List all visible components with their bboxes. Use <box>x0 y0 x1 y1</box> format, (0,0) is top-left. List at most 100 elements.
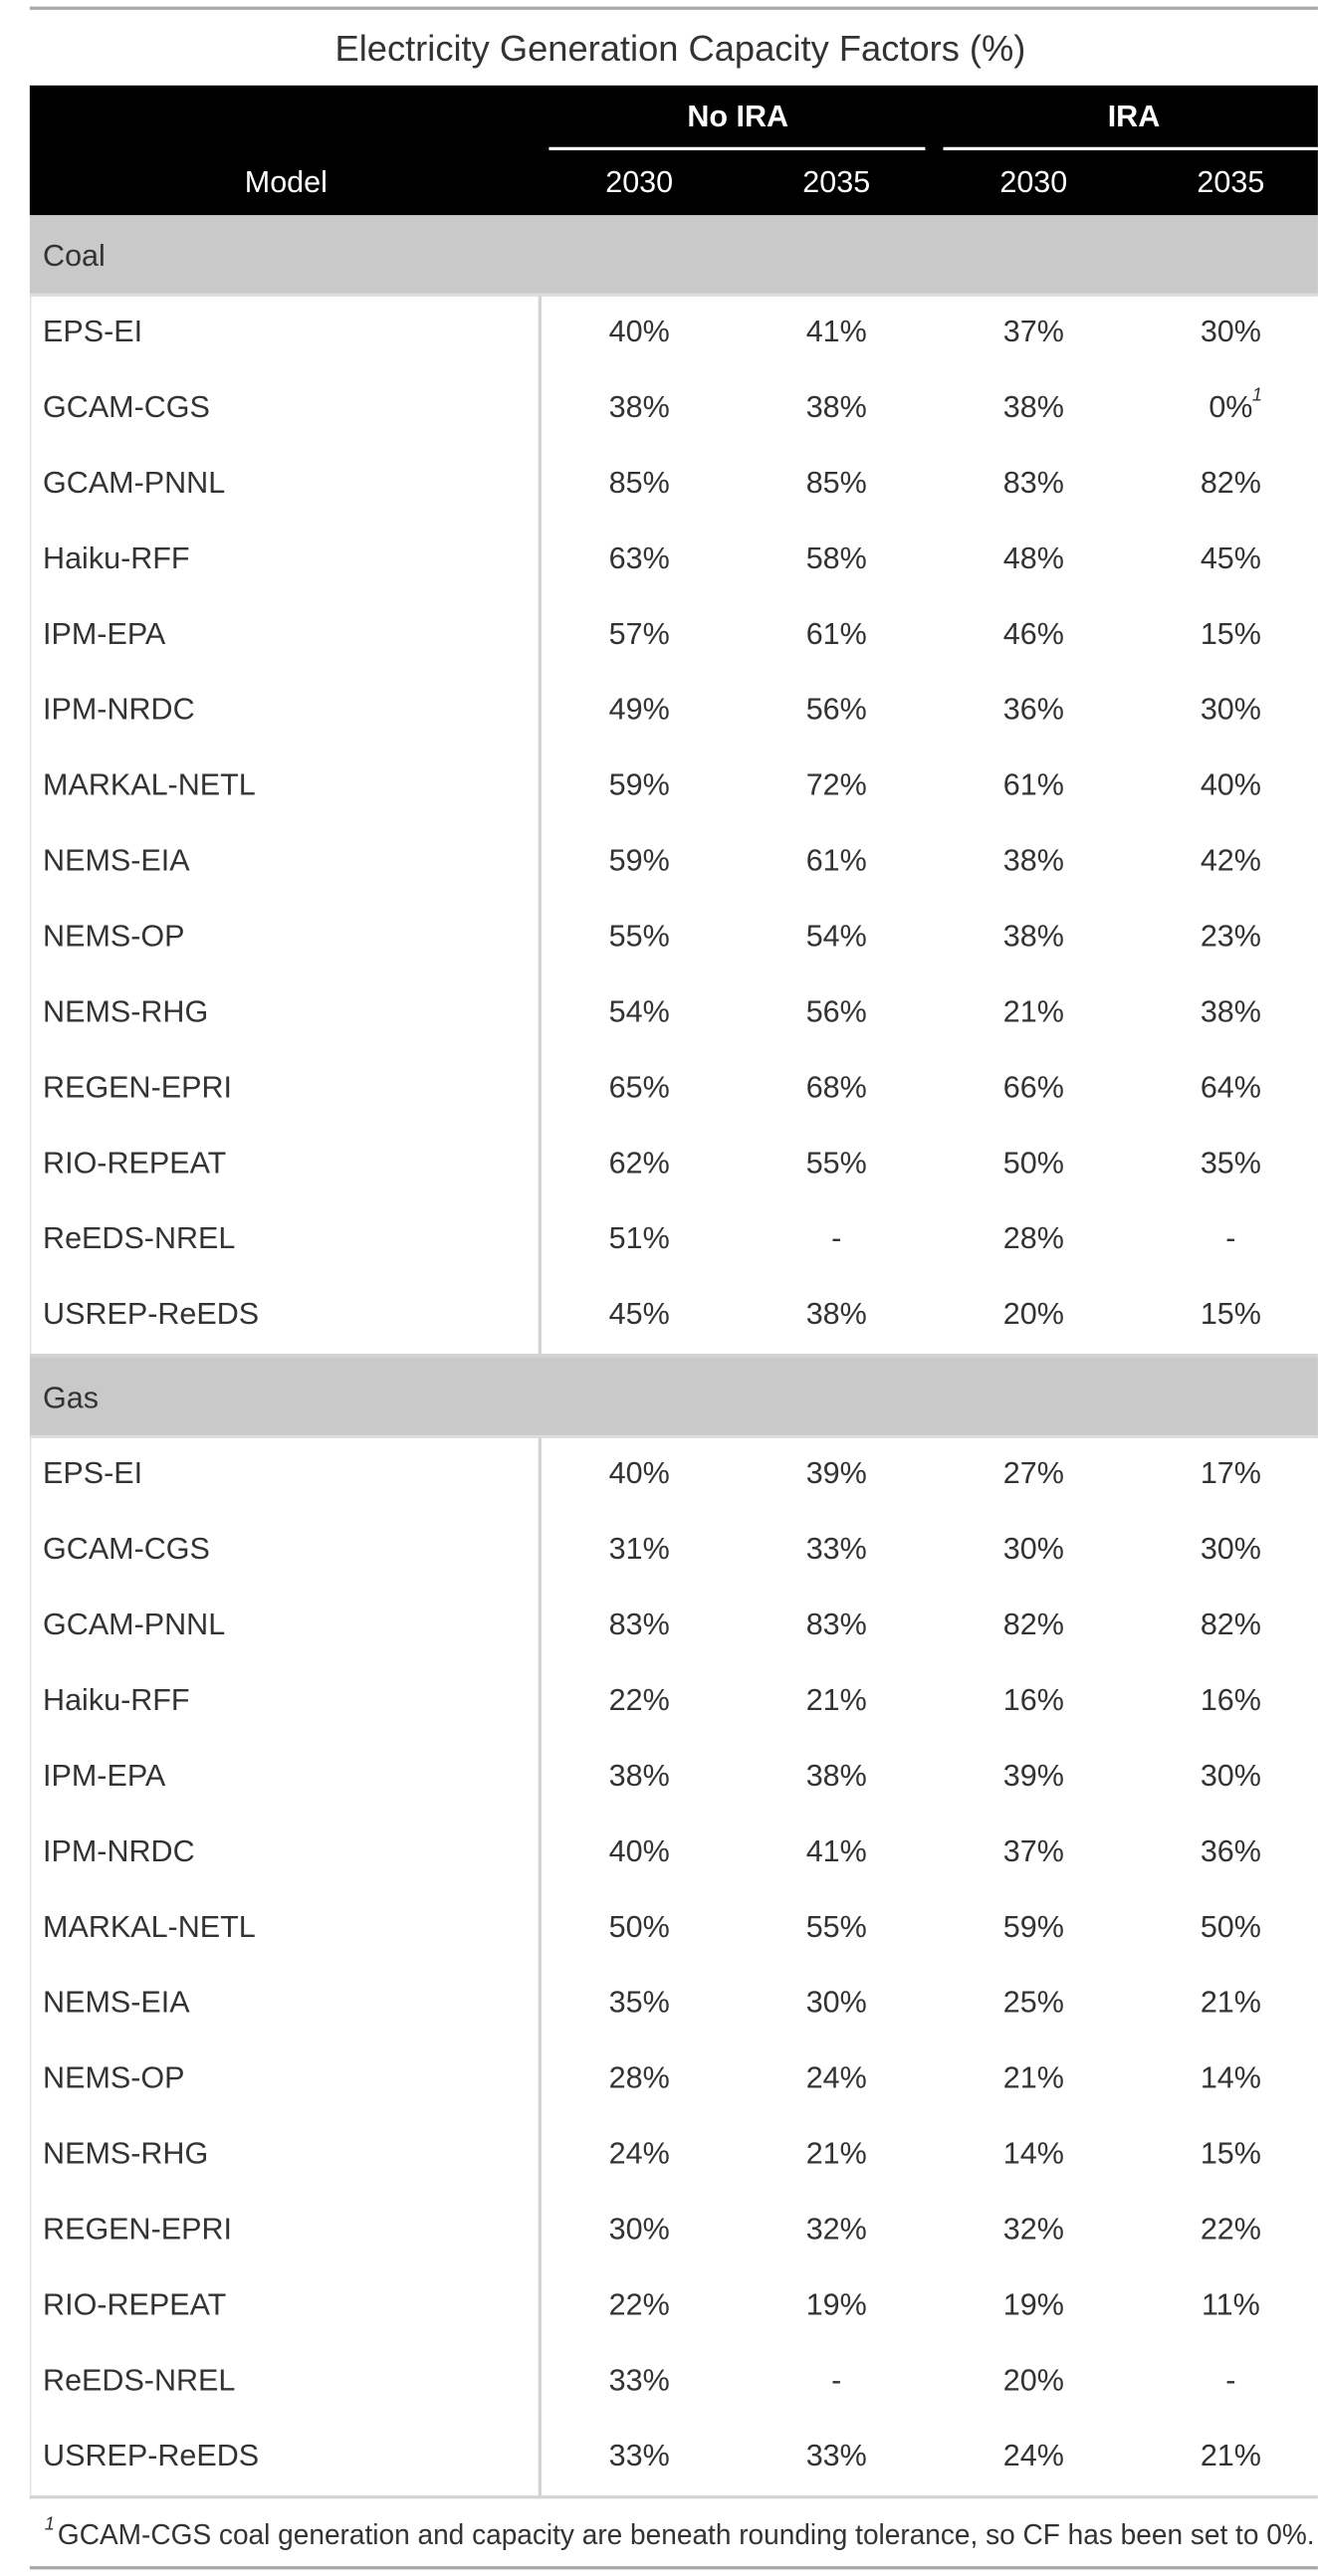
spanner-label: No IRA <box>687 100 788 133</box>
cell: 41% <box>806 315 867 348</box>
cell: 30% <box>1201 1759 1261 1793</box>
cell: 46% <box>1003 617 1064 651</box>
cell: 36% <box>1201 1834 1261 1868</box>
row-label: RIO-REPEAT <box>43 2287 226 2321</box>
cell: 38% <box>1003 844 1064 878</box>
cell: 83% <box>609 1608 670 1641</box>
cell: 11% <box>1202 2287 1260 2321</box>
cell: 42% <box>1201 844 1261 878</box>
cell: 40% <box>609 315 670 348</box>
cell: 33% <box>609 2363 670 2397</box>
row-label: IPM-EPA <box>43 1759 166 1793</box>
cell: 56% <box>806 994 867 1028</box>
cell: 30% <box>1201 1532 1261 1566</box>
cell: 54% <box>806 920 867 954</box>
row-label: EPS-EI <box>43 1456 142 1490</box>
cell: 35% <box>609 1986 670 2020</box>
cell: 19% <box>806 2287 867 2321</box>
group-label: Coal <box>43 239 106 273</box>
cell: 30% <box>609 2212 670 2246</box>
cell: 61% <box>1003 768 1064 802</box>
row-label: NEMS-EIA <box>43 844 190 878</box>
cell: 32% <box>1003 2212 1064 2246</box>
cell: 38% <box>609 390 670 424</box>
cell: 63% <box>609 541 670 575</box>
row-label: NEMS-OP <box>43 920 184 954</box>
row-label: Haiku-RFF <box>43 1683 190 1717</box>
cell: 38% <box>1003 920 1064 954</box>
stub-header: Model <box>245 165 328 199</box>
row-label: GCAM-CGS <box>43 390 210 424</box>
cell: 15% <box>1201 1297 1261 1331</box>
cell: 41% <box>806 1834 867 1868</box>
row-label: ReEDS-NREL <box>43 1221 235 1255</box>
cell: - <box>831 1221 841 1255</box>
row-label: EPS-EI <box>43 315 142 348</box>
cell: 14% <box>1003 2137 1064 2171</box>
header-background <box>29 85 1318 216</box>
footnote-text: GCAM-CGS coal generation and capacity ar… <box>58 2519 1315 2551</box>
row-label: MARKAL-NETL <box>43 1910 256 1944</box>
cell: 57% <box>609 617 670 651</box>
cell: 22% <box>609 2287 670 2321</box>
cell: 33% <box>609 2439 670 2472</box>
cell: 21% <box>1003 2061 1064 2095</box>
cell: 25% <box>1003 1986 1064 2020</box>
cell: 17% <box>1201 1456 1261 1490</box>
cell: 61% <box>806 617 867 651</box>
row-label: IPM-NRDC <box>43 1834 195 1868</box>
cell: 40% <box>609 1834 670 1868</box>
cell: 50% <box>1003 1146 1064 1180</box>
cell: 32% <box>806 2212 867 2246</box>
cell: 24% <box>1003 2439 1064 2472</box>
cell: 82% <box>1201 1608 1261 1641</box>
cell: 39% <box>806 1456 867 1490</box>
cell: 65% <box>609 1070 670 1104</box>
cell: 83% <box>1003 466 1064 500</box>
cell: 40% <box>1201 768 1261 802</box>
cell: 49% <box>609 693 670 727</box>
cell: 33% <box>806 1532 867 1566</box>
cell: 83% <box>806 1608 867 1641</box>
column-header: 2030 <box>999 165 1067 199</box>
spanner-label: IRA <box>1108 100 1161 133</box>
cell: 64% <box>1201 1070 1261 1104</box>
row-label: Haiku-RFF <box>43 541 190 575</box>
cell: 38% <box>806 1759 867 1793</box>
cell: 61% <box>806 844 867 878</box>
row-label: NEMS-RHG <box>43 994 208 1028</box>
cell: 85% <box>806 466 867 500</box>
group-label: Gas <box>43 1381 99 1414</box>
cell: 21% <box>806 2137 867 2171</box>
cell: 24% <box>609 2137 670 2171</box>
cell: 36% <box>1003 693 1064 727</box>
cell: 59% <box>1003 1910 1064 1944</box>
cell: 37% <box>1003 315 1064 348</box>
cell: 38% <box>806 1297 867 1331</box>
row-label: GCAM-PNNL <box>43 466 225 500</box>
cell: 45% <box>1201 541 1261 575</box>
cell: 30% <box>1003 1532 1064 1566</box>
row-label: USREP-ReEDS <box>43 2439 259 2472</box>
cell: 40% <box>609 1456 670 1490</box>
cell: 51% <box>609 1221 670 1255</box>
row-label: NEMS-EIA <box>43 1986 190 2020</box>
cell: 16% <box>1201 1683 1261 1717</box>
row-label: GCAM-CGS <box>43 1532 210 1566</box>
cell: 66% <box>1003 1070 1064 1104</box>
cell: 82% <box>1003 1608 1064 1641</box>
row-label: NEMS-RHG <box>43 2137 208 2171</box>
footnote-marker: 1 <box>1252 385 1262 405</box>
footnote-mark: 1 <box>45 2514 55 2534</box>
cell: 54% <box>609 994 670 1028</box>
group-row <box>29 215 1318 297</box>
cell: 21% <box>1201 1986 1261 2020</box>
cell: 28% <box>1003 1221 1064 1255</box>
cell: 22% <box>1201 2212 1261 2246</box>
cell: 23% <box>1201 920 1261 954</box>
cell: 55% <box>806 1910 867 1944</box>
cell: 28% <box>609 2061 670 2095</box>
cell: 20% <box>1003 1297 1064 1331</box>
